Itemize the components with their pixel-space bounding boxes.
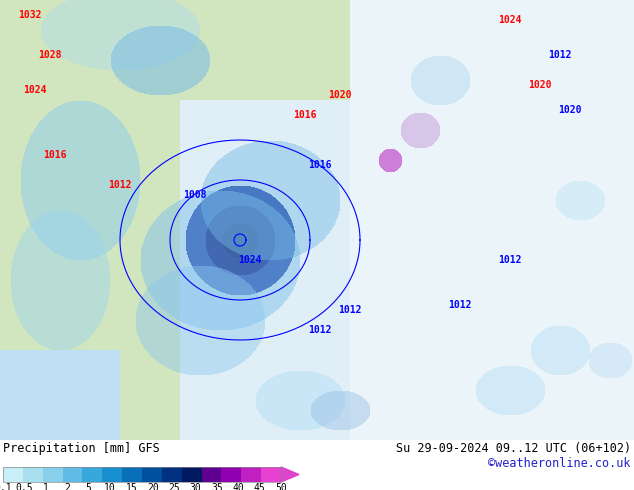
Text: Su 29-09-2024 09..12 UTC (06+102): Su 29-09-2024 09..12 UTC (06+102)	[396, 442, 631, 455]
Text: 40: 40	[232, 483, 244, 490]
Text: 1020: 1020	[559, 105, 582, 115]
Bar	[142, 467, 162, 482]
Text: 0.1: 0.1	[0, 483, 12, 490]
Text: 1020: 1020	[528, 80, 552, 90]
Bar	[3, 467, 281, 482]
Text: 1012: 1012	[548, 50, 572, 60]
Text: ©weatheronline.co.uk: ©weatheronline.co.uk	[489, 457, 631, 470]
Bar	[242, 467, 261, 482]
Bar	[221, 467, 242, 482]
Text: 1020: 1020	[328, 90, 352, 100]
Text: 25: 25	[168, 483, 180, 490]
Text: 45: 45	[254, 483, 266, 490]
Text: 1016: 1016	[294, 110, 317, 120]
Text: 1012: 1012	[448, 300, 472, 310]
Text: 0.5: 0.5	[16, 483, 33, 490]
Text: 1024: 1024	[23, 85, 47, 95]
Text: 10: 10	[104, 483, 116, 490]
Polygon shape	[281, 467, 299, 482]
Text: 1012: 1012	[339, 305, 362, 315]
Bar	[261, 467, 281, 482]
Text: 20: 20	[147, 483, 158, 490]
Text: 15: 15	[126, 483, 137, 490]
Text: 30: 30	[190, 483, 202, 490]
Text: 1032: 1032	[18, 10, 42, 20]
Bar	[82, 467, 102, 482]
Bar	[3, 467, 23, 482]
Text: 1012: 1012	[108, 180, 132, 190]
Text: 1016: 1016	[43, 150, 67, 160]
Bar	[162, 467, 182, 482]
Bar	[202, 467, 221, 482]
Text: 1024: 1024	[238, 255, 262, 265]
Bar	[23, 467, 42, 482]
Bar	[63, 467, 82, 482]
Bar	[122, 467, 142, 482]
Text: 1008: 1008	[183, 190, 207, 200]
Text: Precipitation [mm] GFS: Precipitation [mm] GFS	[3, 442, 160, 455]
Text: 5: 5	[86, 483, 91, 490]
Text: 35: 35	[211, 483, 223, 490]
Bar	[102, 467, 122, 482]
Bar	[42, 467, 63, 482]
Text: 1028: 1028	[38, 50, 61, 60]
Text: 1: 1	[43, 483, 49, 490]
Text: 50: 50	[275, 483, 287, 490]
Text: 1012: 1012	[498, 255, 522, 265]
Text: 1024: 1024	[498, 15, 522, 25]
Text: 1016: 1016	[308, 160, 332, 170]
Text: 2: 2	[64, 483, 70, 490]
Bar	[182, 467, 202, 482]
Text: 1012: 1012	[308, 325, 332, 335]
